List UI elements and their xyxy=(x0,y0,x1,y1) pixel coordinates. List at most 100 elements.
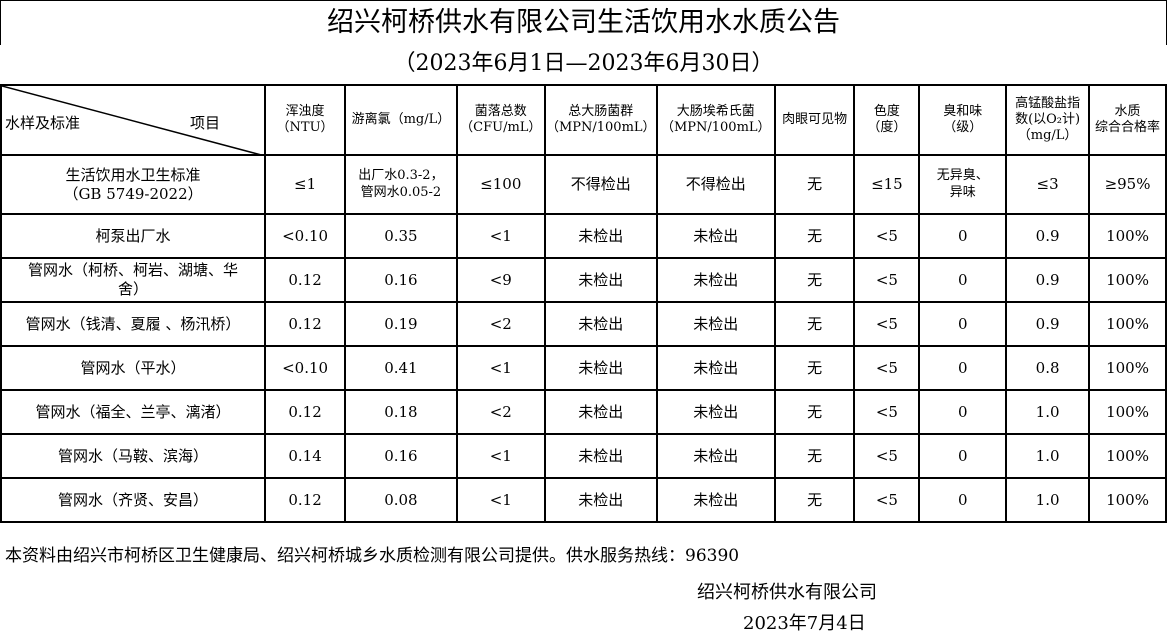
cell-value: 100% xyxy=(1088,345,1167,391)
row-label: 管网水（福全、兰亭、漓渚） xyxy=(0,389,267,435)
row-label: 管网水（齐贤、安昌） xyxy=(0,477,267,523)
cell-value: 1.0 xyxy=(1005,477,1091,523)
row-label: 生活饮用水卫生标准 （GB 5749-2022） xyxy=(0,154,267,215)
cell-value: 未检出 xyxy=(543,345,658,391)
cell-value: 0.9 xyxy=(1005,213,1091,259)
standard-value: ≤15 xyxy=(853,154,921,215)
cell-value: <5 xyxy=(853,213,921,259)
cell-value: <0.10 xyxy=(264,345,347,391)
cell-value: 0 xyxy=(918,477,1008,523)
standard-value: ≤100 xyxy=(455,154,546,215)
cell-value: <2 xyxy=(455,301,546,347)
cell-value: 0.12 xyxy=(264,477,347,523)
cell-value: <1 xyxy=(455,345,546,391)
cell-value: 未检出 xyxy=(543,301,658,347)
cell-value: 0.41 xyxy=(344,345,458,391)
column-header: 菌落总数 （CFU/mL） xyxy=(455,84,546,156)
cell-value: <1 xyxy=(455,433,546,479)
water-quality-table: 水样及标准 项目 浑浊度 （NTU） 游离氯（mg/L） 菌落总数 （CFU/mL） 总大… xyxy=(0,84,1167,523)
table-row: 管网水（钱清、夏履 、杨汛桥） 0.12 0.19 <2 未检出 未检出无 <5 0 0.9 10… xyxy=(0,301,1167,347)
standard-value: ≤3 xyxy=(1005,154,1091,215)
cell-value: 0.35 xyxy=(344,213,458,259)
cell-value: 1.0 xyxy=(1005,389,1091,435)
cell-value: <5 xyxy=(853,477,921,523)
page-title: 绍兴柯桥供水有限公司生活饮用水水质公告 xyxy=(0,0,1167,45)
cell-value: 未检出 xyxy=(543,389,658,435)
column-header: 肉眼可见物 xyxy=(773,84,856,156)
cell-value: 100% xyxy=(1088,213,1167,259)
table-row: 管网水（福全、兰亭、漓渚） 0.12 0.18 <2 未检出 未检出无 <5 0 1.0 100% xyxy=(0,389,1167,435)
cell-value: <5 xyxy=(853,345,921,391)
cell-value: <5 xyxy=(853,389,921,435)
corner-cell: 水样及标准 项目 xyxy=(0,84,267,156)
cell-value: 0 xyxy=(918,213,1008,259)
cell-value: <5 xyxy=(853,301,921,347)
standard-value: ≥95% xyxy=(1088,154,1167,215)
cell-value: 无 xyxy=(773,433,856,479)
footer: 本资料由绍兴市柯桥区卫生健康局、绍兴柯桥城乡水质检测有限公司提供。供水服务热线：… xyxy=(0,533,1167,633)
table-row: 管网水（平水） <0.10 0.41 <1 未检出 未检出无 <5 0 0.8 100% xyxy=(0,345,1167,391)
cell-value: 未检出 xyxy=(655,433,776,479)
cell-value: 未检出 xyxy=(655,345,776,391)
standard-value: 无异臭、 异味 xyxy=(918,154,1008,215)
standard-value: 不得检出 xyxy=(543,154,658,215)
cell-value: 未检出 xyxy=(543,213,658,259)
cell-value: <1 xyxy=(455,477,546,523)
cell-value: <2 xyxy=(455,389,546,435)
report-period: （2023年6月1日—2023年6月30日） xyxy=(393,51,774,76)
cell-value: 0 xyxy=(918,301,1008,347)
cell-value: 0.9 xyxy=(1005,257,1091,303)
issue-date: 2023年7月4日 xyxy=(743,613,866,633)
cell-value: <5 xyxy=(853,257,921,303)
cell-value: 100% xyxy=(1088,477,1167,523)
standard-row: 生活饮用水卫生标准 （GB 5749-2022） ≤1 出厂水0.3-2， 管网水0… xyxy=(0,154,1167,215)
standard-value: ≤1 xyxy=(264,154,347,215)
corner-left-label: 水样及标准 xyxy=(5,114,81,132)
cell-value: 0.12 xyxy=(264,257,347,303)
cell-value: 0.12 xyxy=(264,301,347,347)
cell-value: 未检出 xyxy=(655,301,776,347)
cell-value: 0 xyxy=(918,345,1008,391)
cell-value: 0.14 xyxy=(264,433,347,479)
column-header: 总大肠菌群 （MPN/100mL） xyxy=(543,84,658,156)
header-row: 水样及标准 项目 浑浊度 （NTU） 游离氯（mg/L） 菌落总数 （CFU/mL） 总大… xyxy=(0,84,1167,156)
source-note: 本资料由绍兴市柯桥区卫生健康局、绍兴柯桥城乡水质检测有限公司提供。供水服务热线：… xyxy=(5,546,740,566)
cell-value: 无 xyxy=(773,345,856,391)
row-label: 柯泵出厂水 xyxy=(0,213,267,259)
cell-value: <0.10 xyxy=(264,213,347,259)
cell-value: <5 xyxy=(853,433,921,479)
column-header: 水质 综合合格率 xyxy=(1088,84,1167,156)
cell-value: 0.16 xyxy=(344,433,458,479)
cell-value: 0.12 xyxy=(264,389,347,435)
table-row: 管网水（马鞍、滨海） 0.14 0.16 <1 未检出 未检出无 <5 0 1.0 100% xyxy=(0,433,1167,479)
table-row: 管网水（柯桥、柯岩、湖塘、华 舍） 0.12 0.16 <9 未检出 未检出无 <5 0 0.9… xyxy=(0,257,1167,303)
cell-value: 100% xyxy=(1088,433,1167,479)
table-row: 管网水（齐贤、安昌） 0.12 0.08 <1 未检出 未检出无 <5 0 1.0 100% xyxy=(0,477,1167,523)
cell-value: 100% xyxy=(1088,389,1167,435)
column-header: 游离氯（mg/L） xyxy=(344,84,458,156)
cell-value: 0.19 xyxy=(344,301,458,347)
cell-value: 无 xyxy=(773,213,856,259)
standard-value: 不得检出 xyxy=(655,154,776,215)
cell-value: 未检出 xyxy=(655,389,776,435)
corner-right-label: 项目 xyxy=(190,114,221,132)
row-label: 管网水（马鞍、滨海） xyxy=(0,433,267,479)
cell-value: 无 xyxy=(773,257,856,303)
cell-value: 1.0 xyxy=(1005,433,1091,479)
cell-value: 0 xyxy=(918,433,1008,479)
column-header: 色度 （度） xyxy=(853,84,921,156)
cell-value: 100% xyxy=(1088,301,1167,347)
cell-value: 0.9 xyxy=(1005,301,1091,347)
row-label: 管网水（柯桥、柯岩、湖塘、华 舍） xyxy=(0,257,267,303)
cell-value: 100% xyxy=(1088,257,1167,303)
cell-value: 未检出 xyxy=(655,257,776,303)
column-header: 臭和味 （级） xyxy=(918,84,1008,156)
table-row: 柯泵出厂水 <0.10 0.35 <1 未检出 未检出无 <5 0 0.9 100% xyxy=(0,213,1167,259)
cell-value: 0 xyxy=(918,389,1008,435)
column-header: 高锰酸盐指 数(以O₂计) （mg/L） xyxy=(1005,84,1091,156)
cell-value: 未检出 xyxy=(655,477,776,523)
issuer: 绍兴柯桥供水有限公司 xyxy=(697,582,877,603)
cell-value: 无 xyxy=(773,301,856,347)
standard-value: 出厂水0.3-2， 管网水0.05-2 xyxy=(344,154,458,215)
